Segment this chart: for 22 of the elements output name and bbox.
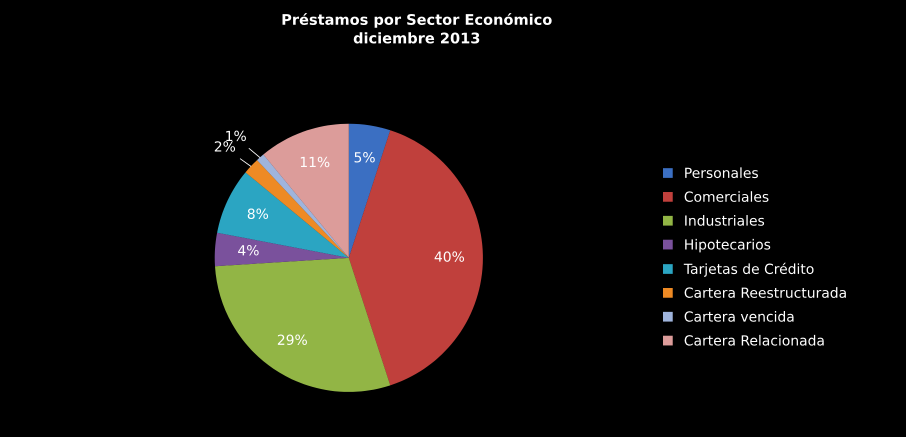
- data-label: 29%: [278, 334, 307, 346]
- data-label: 4%: [238, 245, 259, 256]
- legend-label: Tarjetas de Crédito: [684, 262, 814, 277]
- data-label: 5%: [354, 152, 375, 163]
- data-label: 1%: [226, 130, 246, 142]
- legend-label: Comerciales: [684, 191, 768, 202]
- legend-label: Cartera Reestructurada: [684, 287, 846, 298]
- data-label: 40%: [434, 251, 464, 262]
- chart-title: Préstamos por Sector Económico diciembre 2013: [282, 13, 552, 44]
- pie-slice: [217, 172, 349, 258]
- data-label: 11%: [300, 156, 330, 168]
- pie-slice: [214, 258, 390, 392]
- pie-slice: [348, 130, 483, 386]
- legend-label: Cartera vencida: [684, 311, 794, 322]
- legend-label: Industriales: [685, 215, 764, 226]
- legend-label: Hipotecarios: [685, 238, 770, 252]
- legend-label: Personales: [685, 167, 758, 178]
- pie-slice: [214, 232, 349, 266]
- data-label: 2%: [214, 141, 236, 152]
- legend-label: Cartera Relacionada: [684, 334, 824, 346]
- data-label: 8%: [248, 208, 268, 220]
- pie-slice: [348, 124, 390, 258]
